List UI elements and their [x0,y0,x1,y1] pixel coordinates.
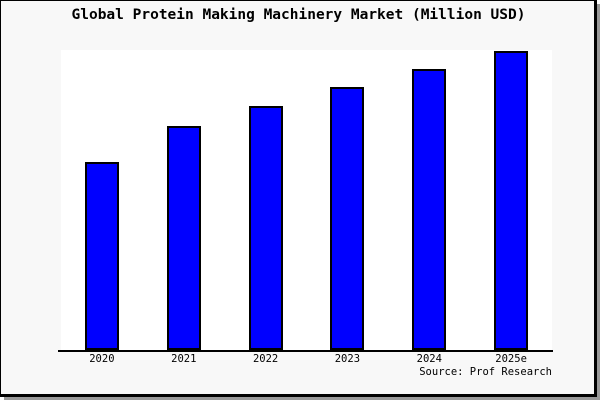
bar-2020 [84,162,119,350]
bar-2021 [166,126,201,350]
drop-shadow-right [597,4,600,400]
drop-shadow-bottom [4,397,600,400]
x-tick-label-2025e: 2025e [495,353,527,365]
x-axis-line [58,350,553,352]
bar-2024 [412,69,447,350]
bar-2025e [494,51,529,350]
x-tick-label-2023: 2023 [334,353,361,365]
bar-2022 [248,106,283,350]
source-credit: Source: Prof Research [419,366,552,378]
x-tick-label-2021: 2021 [171,353,197,365]
x-tick-label-2020: 2020 [89,353,115,365]
x-tick-label-2022: 2022 [252,353,279,365]
plot-area [61,50,552,350]
chart-title: Global Protein Making Machinery Market (… [71,7,526,23]
bar-2023 [330,87,365,350]
x-tick-label-2024: 2024 [416,353,442,365]
